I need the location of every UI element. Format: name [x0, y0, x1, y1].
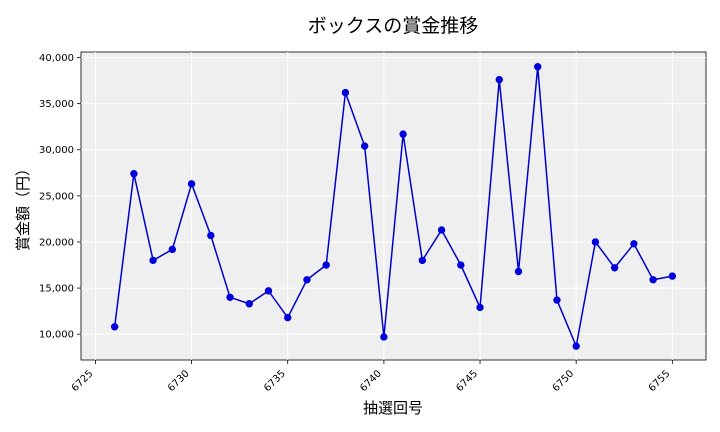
y-tick-label: 15,000: [39, 284, 74, 295]
y-axis: 10,000 15,000 20,000 25,000 30,000 35,000 40,0…: [39, 53, 81, 341]
data-point: [668, 272, 677, 280]
data-point: [264, 287, 273, 295]
grid-lines: [81, 52, 706, 360]
data-point: [457, 261, 465, 269]
series-line: [113, 66, 673, 349]
data-point: [187, 180, 196, 188]
data-point: [495, 75, 503, 84]
plot-area: [80, 51, 707, 361]
x-tick-label: 6745: [454, 368, 480, 394]
data-point: [630, 240, 638, 248]
y-tick-label: 30,000: [39, 145, 74, 156]
y-tick-label: 20,000: [39, 237, 74, 248]
data-point: [514, 267, 523, 276]
data-point: [534, 63, 542, 71]
data-point: [591, 238, 600, 246]
x-tick-label: 6735: [262, 368, 288, 394]
data-point: [149, 256, 157, 265]
x-tick-label: 6750: [551, 368, 577, 394]
data-point: [110, 323, 119, 331]
data-point: [476, 303, 484, 312]
data-point: [437, 226, 446, 234]
x-axis: 6725 6730 6735 6740 6745 6750 6755: [70, 360, 673, 394]
data-points: [110, 63, 677, 350]
x-tick-label: 6755: [647, 368, 673, 394]
data-point: [284, 313, 292, 322]
data-point: [360, 142, 369, 150]
data-point: [418, 256, 427, 265]
data-point: [610, 264, 619, 272]
x-tick-label: 6725: [70, 368, 96, 394]
data-point: [303, 276, 311, 284]
y-tick-label: 25,000: [39, 191, 74, 202]
x-tick-label: 6730: [166, 368, 192, 394]
y-tick-label: 10,000: [39, 330, 74, 341]
data-point: [130, 170, 138, 178]
y-tick-label: 35,000: [39, 99, 74, 110]
data-point: [322, 261, 330, 269]
data-point: [168, 245, 177, 254]
data-point: [399, 130, 407, 138]
data-point: [380, 333, 388, 341]
data-point: [207, 231, 215, 240]
data-point: [341, 88, 350, 97]
data-point: [649, 276, 657, 284]
data-point: [245, 300, 253, 308]
data-point: [553, 296, 561, 304]
chart-title: ボックスの賞金推移: [308, 15, 478, 37]
y-tick-label: 40,000: [39, 53, 74, 64]
data-point: [572, 342, 580, 350]
y-axis-label: 賞金額（円）: [14, 161, 32, 251]
data-point: [226, 293, 234, 301]
x-tick-label: 6740: [358, 368, 384, 394]
x-axis-label: 抽選回号: [363, 399, 423, 417]
